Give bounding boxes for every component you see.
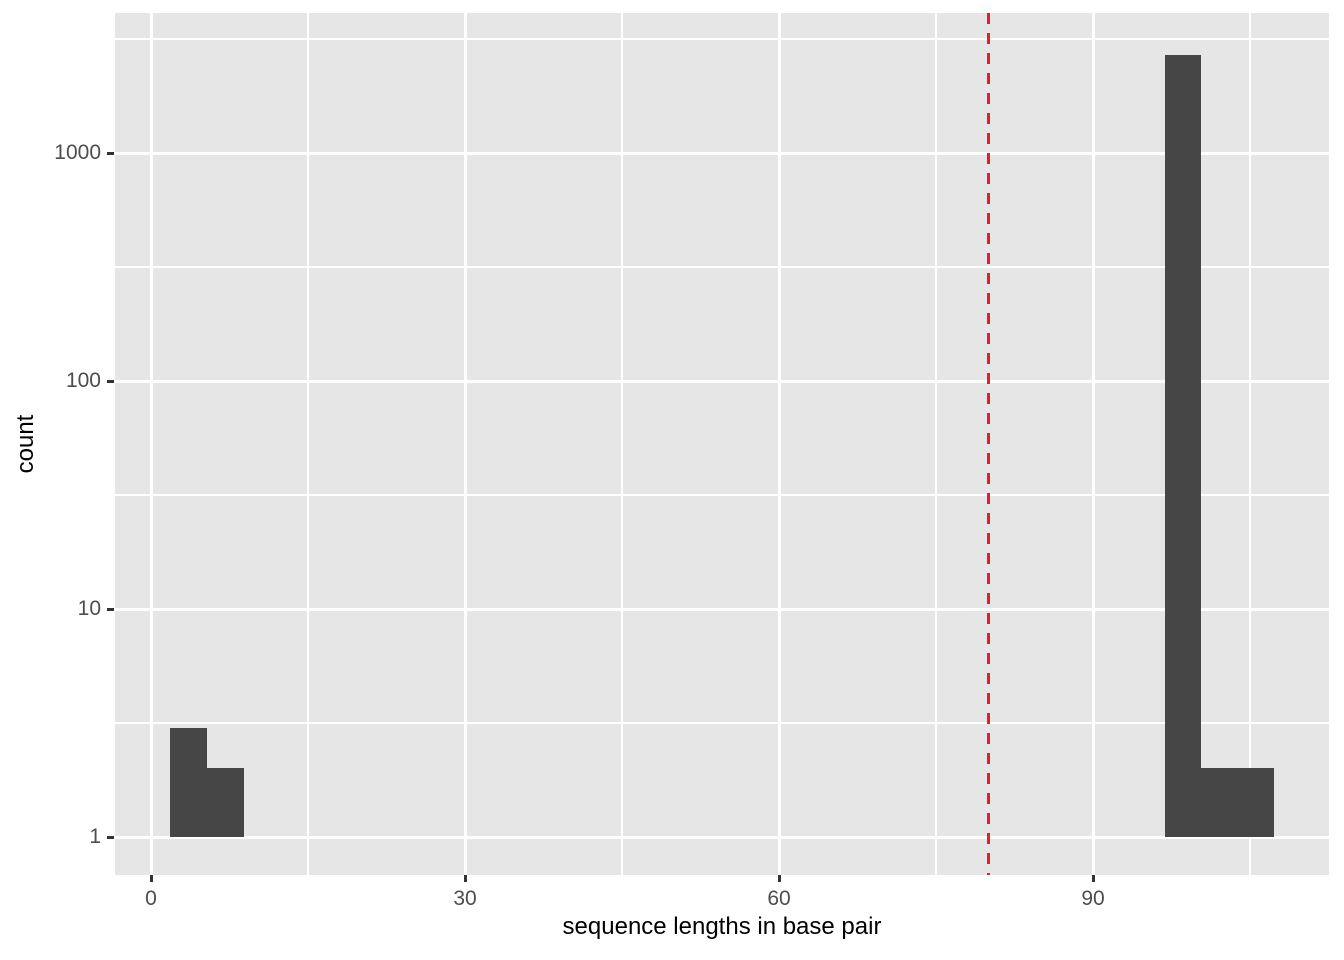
x-tick-label: 60 [767, 887, 791, 910]
y-major-gridline [115, 607, 1329, 611]
x-tick-mark [777, 875, 781, 882]
y-tick-label: 10 [77, 597, 101, 620]
x-tick-mark [149, 875, 153, 882]
histogram-bar [207, 768, 245, 837]
x-minor-gridline [307, 13, 309, 875]
x-tick-label: 30 [453, 887, 477, 910]
y-tick-mark [107, 835, 114, 839]
y-major-gridline [115, 151, 1329, 155]
y-tick-mark [107, 151, 114, 155]
y-major-gridline [115, 835, 1329, 839]
y-minor-gridline [115, 494, 1329, 496]
x-major-gridline [1091, 13, 1095, 875]
x-tick-mark [1091, 875, 1095, 882]
y-tick-label: 1000 [54, 141, 101, 164]
plot-panel [115, 13, 1329, 875]
y-minor-gridline [115, 266, 1329, 268]
x-tick-label: 0 [145, 887, 157, 910]
x-tick-label: 90 [1081, 887, 1105, 910]
x-major-gridline [777, 13, 781, 875]
histogram-bar [1200, 768, 1275, 837]
histogram-bar [169, 728, 207, 837]
y-tick-mark [107, 607, 114, 611]
threshold-dashed-line [986, 13, 990, 875]
y-tick-mark [107, 379, 114, 383]
x-major-gridline [149, 13, 153, 875]
x-tick-mark [463, 875, 467, 882]
x-major-gridline [463, 13, 467, 875]
y-tick-label: 1 [89, 825, 101, 848]
y-axis-title: count [12, 414, 39, 474]
x-minor-gridline [935, 13, 937, 875]
y-major-gridline [115, 379, 1329, 383]
histogram-bar [1165, 54, 1201, 837]
y-minor-gridline [115, 722, 1329, 724]
y-tick-label: 100 [65, 369, 101, 392]
x-axis-title: sequence lengths in base pair [562, 913, 882, 940]
x-minor-gridline [1249, 13, 1251, 875]
y-minor-gridline [115, 38, 1329, 40]
x-minor-gridline [621, 13, 623, 875]
